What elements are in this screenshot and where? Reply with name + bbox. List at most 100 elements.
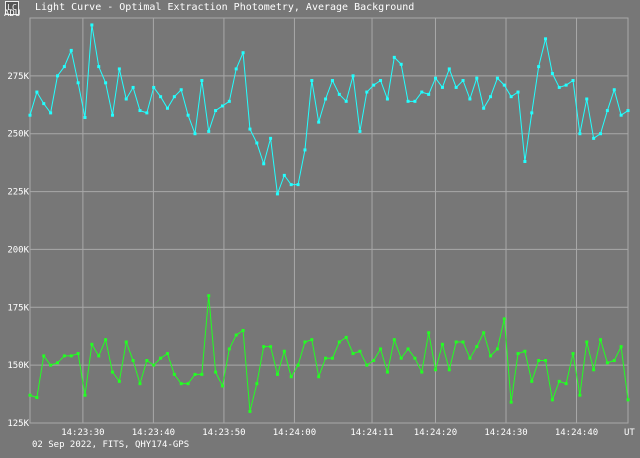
data-point xyxy=(523,159,527,163)
data-point xyxy=(186,113,190,117)
data-point xyxy=(502,83,506,87)
data-point xyxy=(468,356,472,360)
data-point xyxy=(207,129,211,133)
data-point xyxy=(337,92,341,96)
data-point xyxy=(90,342,94,346)
data-point xyxy=(76,352,80,356)
data-point xyxy=(523,349,527,353)
data-point xyxy=(619,345,623,349)
data-point xyxy=(55,361,59,365)
data-point xyxy=(255,141,259,145)
data-point xyxy=(585,340,589,344)
data-point xyxy=(537,65,541,69)
data-point xyxy=(317,375,321,379)
y-tick-label: 125K xyxy=(7,419,29,429)
data-point xyxy=(330,78,334,82)
data-point xyxy=(399,62,403,66)
data-point xyxy=(117,67,121,71)
data-point xyxy=(550,398,554,402)
data-point xyxy=(296,363,300,367)
graph-window-icon[interactable]: LC xyxy=(5,1,19,15)
data-point xyxy=(612,359,616,363)
data-point xyxy=(42,102,46,106)
data-point xyxy=(138,382,142,386)
data-point xyxy=(385,97,389,101)
data-point xyxy=(241,328,245,332)
data-point xyxy=(516,352,520,356)
data-point xyxy=(117,379,121,383)
data-point xyxy=(248,409,252,413)
data-point xyxy=(138,109,142,113)
data-point xyxy=(275,372,279,376)
x-axis-label: UT xyxy=(624,428,635,438)
data-point xyxy=(351,74,355,78)
data-point xyxy=(413,99,417,103)
data-point xyxy=(578,132,582,136)
data-point xyxy=(97,65,101,69)
data-point xyxy=(592,368,596,372)
data-point xyxy=(447,368,451,372)
data-point xyxy=(310,338,314,342)
data-point xyxy=(186,382,190,386)
data-point xyxy=(207,294,211,298)
data-point xyxy=(83,116,87,120)
data-point xyxy=(447,67,451,71)
data-point xyxy=(537,359,541,363)
series-line xyxy=(29,24,629,195)
data-point xyxy=(110,370,114,374)
data-point xyxy=(379,78,383,82)
data-point xyxy=(227,347,231,351)
data-point xyxy=(172,372,176,376)
y-tick-label: 225K xyxy=(7,188,29,198)
title-bar: LC Light Curve - Optimal Extraction Phot… xyxy=(0,0,640,16)
footer-info: 02 Sep 2022, FITS, QHY174-GPS xyxy=(32,440,190,450)
data-point xyxy=(200,78,204,82)
data-point xyxy=(599,132,603,136)
data-point xyxy=(337,340,341,344)
data-point xyxy=(275,192,279,196)
data-point xyxy=(530,111,534,115)
data-point xyxy=(145,359,149,363)
data-point xyxy=(55,74,59,78)
data-point xyxy=(76,81,80,85)
data-point xyxy=(530,379,534,383)
data-point xyxy=(440,85,444,89)
data-point xyxy=(399,356,403,360)
data-point xyxy=(152,85,156,89)
data-point xyxy=(124,340,128,344)
data-point xyxy=(303,148,307,152)
data-point xyxy=(482,106,486,110)
data-point xyxy=(365,90,369,94)
data-point xyxy=(220,104,224,108)
data-point xyxy=(406,99,410,103)
data-point xyxy=(571,78,575,82)
data-point xyxy=(262,162,266,166)
window-title: Light Curve - Optimal Extraction Photome… xyxy=(35,2,415,13)
data-point xyxy=(427,331,431,335)
data-point xyxy=(248,127,252,131)
data-point xyxy=(317,120,321,124)
data-point xyxy=(241,51,245,55)
data-point xyxy=(42,354,46,358)
data-point xyxy=(489,95,493,99)
data-point xyxy=(227,99,231,103)
x-tick-label: 14:24:11 xyxy=(350,428,393,438)
data-point xyxy=(179,88,183,92)
data-point xyxy=(365,363,369,367)
data-point xyxy=(28,393,32,397)
data-point xyxy=(165,106,169,110)
data-point xyxy=(159,95,163,99)
data-point xyxy=(557,85,561,89)
data-point xyxy=(392,55,396,59)
data-point xyxy=(372,359,376,363)
data-point xyxy=(220,384,224,388)
data-point xyxy=(516,90,520,94)
data-point xyxy=(303,340,307,344)
data-point xyxy=(605,361,609,365)
light-curve-chart: 125K 150K 175K 200K 225K 250K 275K 14:23:30 14:2… xyxy=(4,9,635,438)
data-point xyxy=(152,363,156,367)
data-point xyxy=(434,368,438,372)
data-point xyxy=(234,67,238,71)
data-point xyxy=(509,400,513,404)
data-point xyxy=(564,382,568,386)
